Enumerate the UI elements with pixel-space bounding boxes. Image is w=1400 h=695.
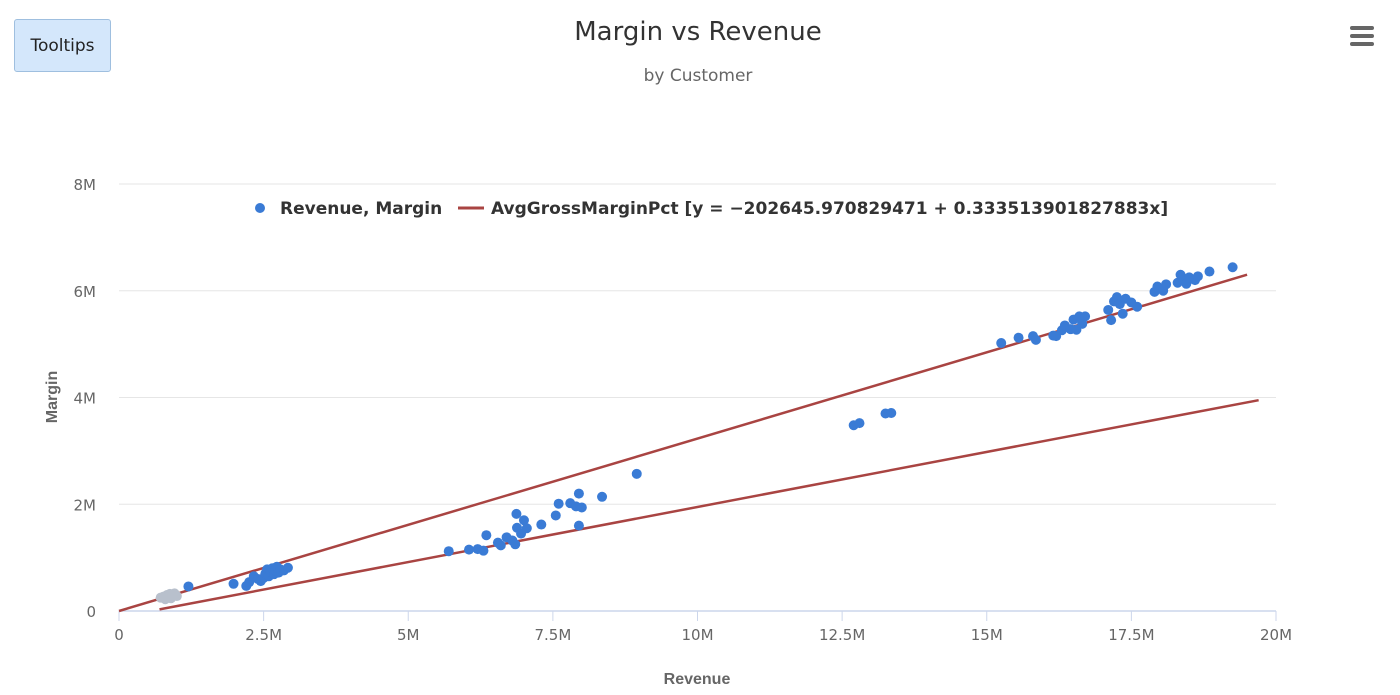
data-point[interactable] [886,407,897,418]
legend-item-revenue-margin[interactable]: Revenue, Margin [280,199,442,219]
data-point[interactable] [1227,262,1238,273]
x-tick-label: 12.5M [819,626,865,644]
grid-lines [119,183,1276,505]
data-point[interactable] [183,581,194,592]
x-tick-label: 17.5M [1108,626,1154,644]
data-point[interactable] [1192,271,1203,282]
data-point[interactable] [481,530,492,541]
data-point[interactable] [1030,334,1041,345]
data-point[interactable] [550,510,561,521]
data-point[interactable] [631,468,642,479]
y-tick-label: 0 [86,603,96,621]
data-point[interactable] [1204,266,1215,277]
trend-lines [118,273,1259,613]
x-axis-title: Revenue [664,671,731,688]
data-point[interactable] [1106,315,1117,326]
data-point[interactable] [171,591,182,602]
data-point[interactable] [228,578,239,589]
data-point[interactable] [854,418,865,429]
legend[interactable]: Revenue, Margin AvgGrossMarginPct [y = −… [255,199,1168,219]
data-point[interactable] [1117,308,1128,319]
x-tick-label: 10M [681,626,713,644]
axes: 0 2M 4M 6M 8M 0 2.5M 5M 7.5M 10M 12.5M 15M 17.5M 20M [74,176,1293,644]
x-tick-label: 0 [114,626,124,644]
trend-line [159,398,1259,611]
data-point[interactable] [495,540,506,551]
data-point[interactable] [573,520,584,531]
data-point[interactable] [597,491,608,502]
data-point[interactable] [478,545,489,556]
data-point[interactable] [510,539,521,550]
data-point[interactable] [1161,279,1172,290]
legend-item-avg-gross-margin[interactable]: AvgGrossMarginPct [y = −202645.970829471… [491,199,1168,219]
data-point[interactable] [518,515,529,526]
y-tick-label: 6M [74,283,97,301]
x-tick-label: 20M [1260,626,1292,644]
data-point[interactable] [536,519,547,530]
data-point[interactable] [573,488,584,499]
data-point[interactable] [553,498,564,509]
chart-title: Margin vs Revenue [574,17,822,47]
y-axis-title: Margin [44,371,61,423]
x-tick-label: 5M [397,626,420,644]
data-point[interactable] [443,546,454,557]
data-point[interactable] [576,502,587,513]
hamburger-icon[interactable] [1348,22,1378,50]
data-point[interactable] [1103,304,1114,315]
data-point[interactable] [996,338,1007,349]
data-points [155,262,1238,605]
chart-subtitle: by Customer [644,66,753,86]
data-point[interactable] [1013,332,1024,343]
x-tick-label: 15M [971,626,1003,644]
data-point[interactable] [282,562,293,573]
data-point[interactable] [1132,301,1143,312]
tooltips-button[interactable]: Tooltips [14,19,111,72]
legend-point-marker [255,203,265,213]
data-point[interactable] [511,508,522,519]
data-point[interactable] [521,523,532,534]
x-tick-label: 7.5M [534,626,571,644]
data-point[interactable] [1080,311,1091,322]
y-tick-label: 8M [74,176,97,194]
y-tick-label: 4M [74,390,97,408]
x-tick-label: 2.5M [245,626,282,644]
y-tick-label: 2M [74,496,97,514]
chart-menu-button[interactable] [1348,22,1378,50]
data-point[interactable] [463,544,474,555]
